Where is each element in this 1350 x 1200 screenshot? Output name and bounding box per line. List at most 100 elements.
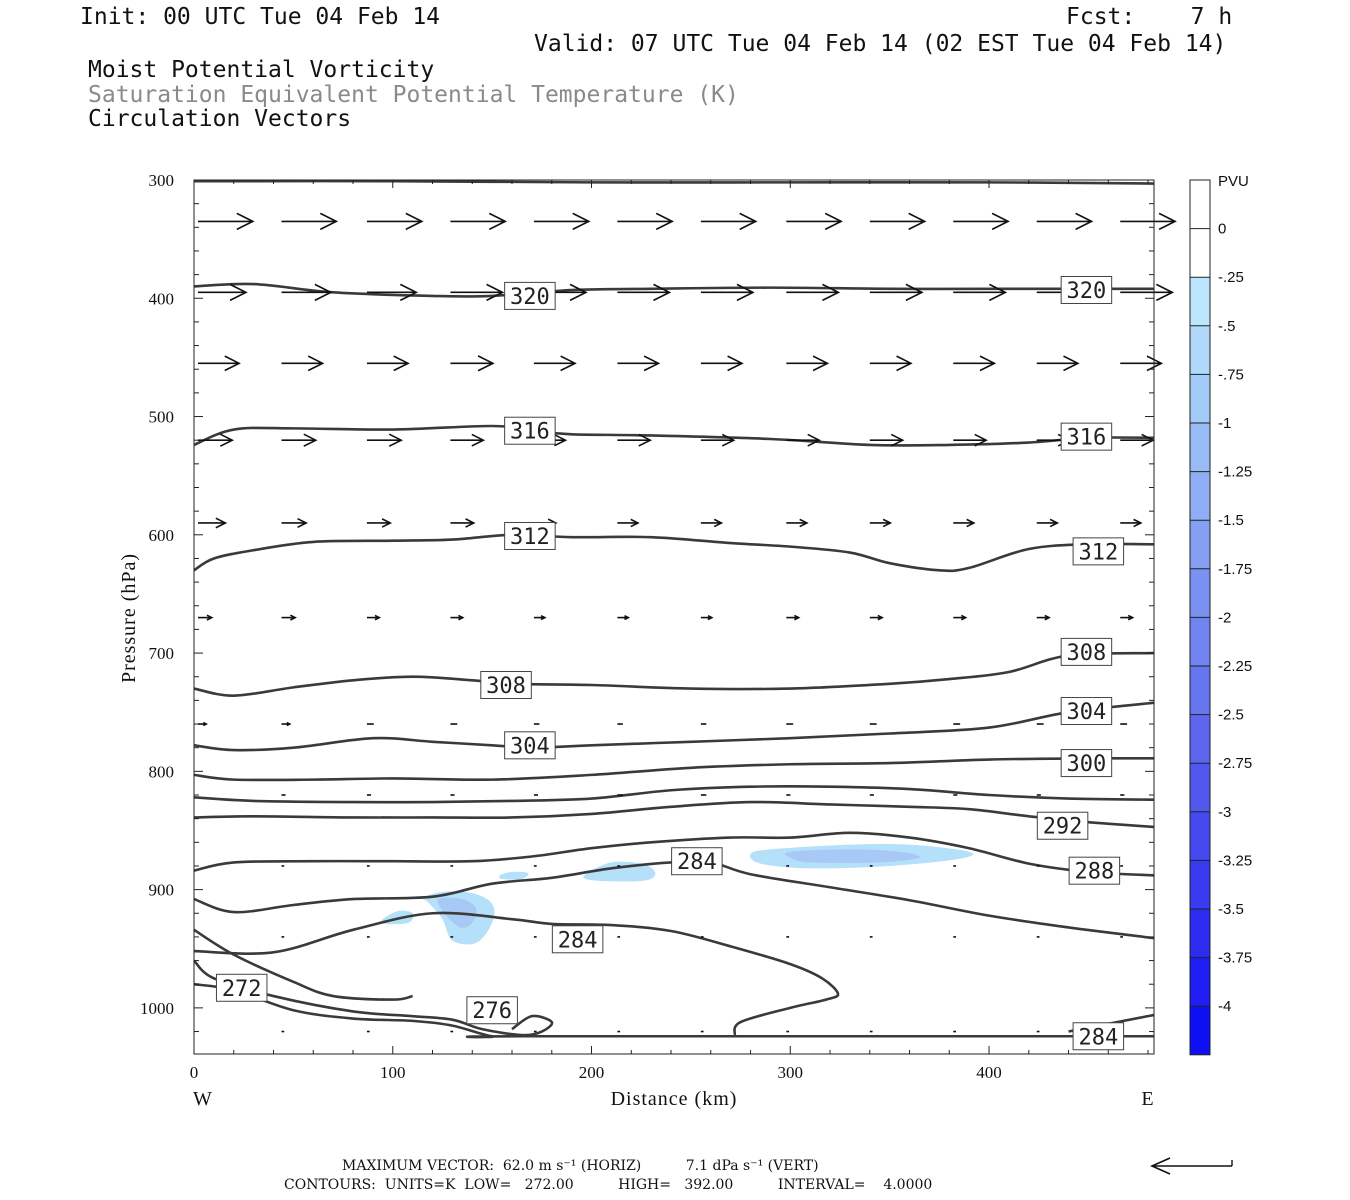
contour-label-layer: 320 320 316 316 312 312 308 308 304 304 300 292 288 2… (215, 275, 1125, 1051)
contour-label: 316 (1067, 426, 1107, 451)
vector-head (905, 283, 924, 302)
circulation-vector (198, 433, 235, 447)
y-tick-label: 900 (149, 881, 175, 900)
circulation-vector (700, 212, 758, 231)
colorbar-tick-label: -4 (1218, 998, 1231, 1015)
contour-label: 276 (472, 999, 512, 1024)
vector-head (236, 212, 255, 231)
circulation-vector (786, 283, 841, 302)
vector-head (486, 283, 505, 302)
vector-head (1146, 355, 1164, 372)
circulation-vector (366, 283, 419, 302)
contour-label: 308 (1067, 641, 1107, 666)
circulation-vector (869, 283, 924, 302)
colorbar-swatch (1190, 1006, 1210, 1055)
vector-head (974, 433, 988, 447)
colorbar-swatch (1190, 666, 1210, 715)
init-time: Init: 00 UTC Tue 04 Feb 14 (80, 4, 441, 30)
colorbar-tick-label: -3 (1218, 804, 1231, 821)
circulation-vector (700, 614, 714, 621)
contour-label: 308 (486, 674, 526, 699)
vector-head (388, 433, 404, 447)
x-tick-label: 400 (976, 1063, 1002, 1082)
colorbar-tick-label: -2.25 (1218, 658, 1252, 675)
vector-head (807, 433, 822, 447)
colorbar-swatch (1190, 763, 1210, 812)
vector-head (638, 433, 653, 447)
plot-frame (193, 179, 1155, 1055)
circulation-vector (617, 433, 653, 447)
max-vector-note: MAXIMUM VECTOR: 62.0 m s⁻¹ (HORIZ) 7.1 d… (342, 1158, 819, 1174)
vector-head (896, 355, 913, 372)
contour-label-box (1060, 697, 1113, 726)
colorbar-tick-label: -2.5 (1218, 707, 1244, 724)
contour-label: 300 (1067, 752, 1107, 777)
y-tick-label: 800 (149, 762, 175, 781)
contour-label-box (480, 671, 532, 700)
circulation-vector (700, 518, 724, 528)
colorbar-tick-label: 0 (1218, 221, 1226, 238)
vector-head (374, 614, 382, 621)
colorbar-swatch (1190, 909, 1210, 958)
forecast-hour: Fcst: 7 h (1066, 4, 1233, 30)
circulation-vector (198, 355, 241, 372)
circulation-vector (786, 518, 809, 528)
x-axis-east-label: E (1141, 1088, 1154, 1110)
contour-label-box (1068, 856, 1121, 885)
valid-time: Valid: 07 UTC Tue 04 Feb 14 (02 EST Tue … (534, 31, 1227, 57)
circulation-vector (700, 355, 744, 372)
vector-head (560, 355, 577, 372)
contour-label: 320 (510, 285, 550, 310)
vector-head (721, 433, 736, 447)
vector-layer (198, 212, 1177, 1033)
contour-label: 284 (558, 928, 598, 953)
x-tick-label: 300 (778, 1063, 804, 1082)
colorbar-tick-label: -.75 (1218, 366, 1244, 383)
vector-head (477, 355, 495, 372)
circulation-vector (198, 614, 214, 621)
vector-head (713, 518, 724, 528)
vector-head (624, 614, 631, 621)
colorbar-swatch (1190, 423, 1210, 472)
circulation-vector (786, 614, 801, 621)
vector-head (822, 283, 841, 302)
contour-label: 312 (1078, 540, 1118, 565)
circulation-vector (1120, 355, 1164, 372)
contour-label: 304 (1067, 700, 1107, 725)
colorbar-title: PVU (1218, 173, 1249, 190)
colorbar-swatch (1190, 471, 1210, 521)
contour-label: 288 (1074, 860, 1114, 885)
vector-head (1127, 614, 1135, 621)
vector-head (1133, 518, 1143, 528)
field-title-vectors: Circulation Vectors (88, 106, 352, 132)
y-tick-label: 700 (149, 644, 175, 663)
vector-head (979, 355, 997, 372)
contour-label-box (1072, 537, 1125, 566)
vector-head (908, 212, 927, 231)
colorbar-swatch (1190, 374, 1210, 423)
circulation-vector (198, 517, 228, 529)
circulation-vector (617, 518, 640, 528)
circulation-vector (533, 614, 547, 621)
vector-head (381, 518, 393, 528)
circulation-vector (450, 518, 476, 528)
contour-label-box (504, 521, 556, 550)
colorbar: PVU 0 -.25 -.5 -.75 -1 -1.25 -1.5 -1.75 -2 -2.25 -2… (1189, 173, 1252, 1056)
contours-note: CONTOURS: UNITS=K LOW= 272.00 HIGH= 392.… (284, 1177, 933, 1193)
contour-label: 316 (510, 420, 550, 445)
circulation-vector (533, 355, 577, 372)
circulation-vector (617, 283, 672, 302)
vector-head (554, 433, 568, 447)
vector-head (229, 283, 248, 302)
theta-es-contour-320 (193, 282, 1154, 298)
colorbar-tick-label: -.25 (1218, 269, 1244, 286)
theta-es-contour-280 (193, 928, 413, 1001)
colorbar-swatch (1190, 860, 1210, 909)
vector-head (736, 283, 755, 302)
vector-head (290, 614, 297, 621)
colorbar-swatch (1190, 180, 1210, 229)
circulation-vector (281, 433, 318, 447)
circulation-vector (869, 433, 905, 447)
circulation-vector (1036, 518, 1060, 528)
contour-label-box (1060, 422, 1113, 451)
